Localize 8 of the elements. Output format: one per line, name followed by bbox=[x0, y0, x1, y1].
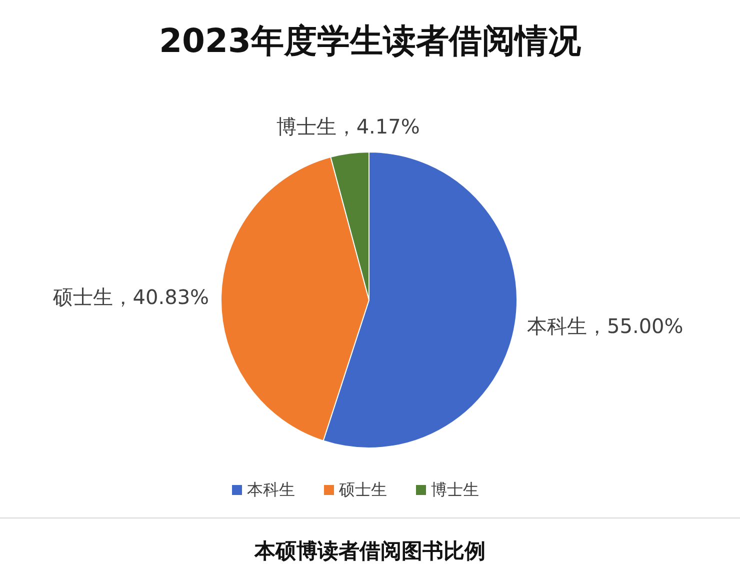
data-label: 硕士生，40.83% bbox=[52, 284, 210, 309]
legend-label: 硕士生 bbox=[338, 480, 387, 499]
legend-label: 本科生 bbox=[247, 480, 295, 499]
data-label: 本科生，55.00% bbox=[527, 314, 684, 338]
data-label: 博士生，4.17% bbox=[276, 114, 420, 138]
text: 本硕博读者借阅图书比例 bbox=[254, 539, 486, 563]
legend-label: 博士生 bbox=[431, 480, 479, 499]
chart-title: 2023年度学生读者借阅情况 bbox=[159, 21, 582, 60]
